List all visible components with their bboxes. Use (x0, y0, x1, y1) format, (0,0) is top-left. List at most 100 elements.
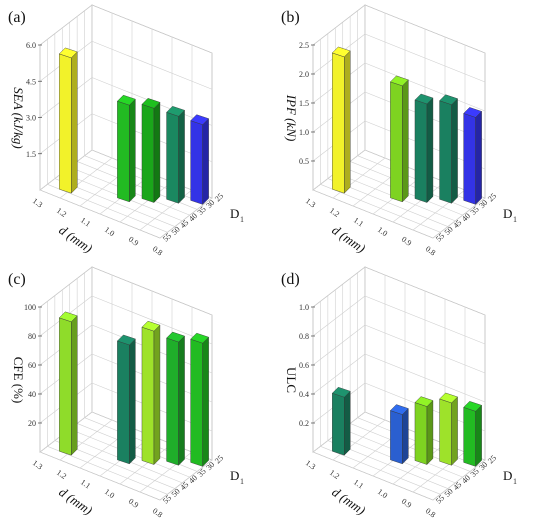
x-gridline-floor (392, 443, 446, 485)
bar-front-face (439, 398, 452, 466)
z-tick-label: 60 (28, 361, 36, 370)
bar-front-face (463, 113, 476, 205)
x-tick-label: 1.0 (376, 487, 389, 500)
z-tick-label: 3.0 (26, 114, 36, 123)
bar-side-face (475, 404, 482, 467)
z-gridline-left (312, 353, 366, 395)
x-tick-label: 1.2 (328, 468, 341, 481)
bar-3 (414, 93, 434, 204)
x-axis-title: d (mm) (329, 484, 368, 518)
z-tick-label: 80 (28, 332, 36, 341)
panel-label: (c) (8, 271, 26, 288)
z-tick-label: 1.5 (26, 150, 36, 159)
bar-4 (166, 331, 185, 466)
bar-front-face (439, 100, 452, 204)
bar-2 (389, 75, 409, 203)
x-gridline-floor (159, 197, 213, 239)
bar-2 (389, 404, 409, 465)
z-tick-label: 0.8 (299, 332, 309, 341)
bar-front-face (463, 407, 476, 467)
depth-axis-title: D (503, 206, 512, 221)
x-tick-label: 0.9 (127, 497, 140, 510)
bar-4 (439, 94, 458, 204)
depth-tick-label: 25 (486, 453, 498, 465)
depth-tick-label: 25 (213, 453, 225, 465)
bar-side-face (71, 315, 78, 456)
depth-gridline-floor (47, 446, 168, 495)
bar-front-face (117, 340, 130, 465)
x-tick-label: 0.9 (400, 497, 413, 510)
panel-label: (a) (8, 9, 26, 26)
bar-top-face (141, 320, 161, 332)
x-tick-label: 1.1 (352, 215, 365, 228)
bar-side-face (451, 396, 458, 466)
x-gridline-floor (119, 443, 173, 485)
bar-side-face (178, 109, 185, 204)
depth-axis-title-subscript: 1 (513, 215, 517, 224)
bar-side-face (153, 101, 161, 204)
z-tick-label: 1.0 (299, 128, 309, 137)
x-tick-label: 1.1 (79, 477, 92, 490)
bar-top-face (463, 107, 483, 118)
bar-top-face (439, 94, 458, 105)
bar-side-face (402, 79, 409, 203)
x-tick-label: 0.8 (151, 244, 164, 257)
x-tick-label: 1.3 (304, 458, 317, 471)
bar-side-face (129, 338, 136, 465)
x-axis-title: d (mm) (56, 484, 95, 518)
bar-front-face (141, 104, 155, 203)
bar-side-face (153, 324, 161, 466)
y-axis-title: ULC (284, 367, 299, 393)
x-tick-label: 0.8 (151, 506, 164, 519)
x-tick-label: 1.0 (103, 487, 116, 500)
z-tick-label: 0.2 (299, 419, 309, 428)
bar-front-face (59, 317, 72, 456)
z-gridline-left (312, 4, 366, 46)
chart-panel-4: 0.2 0.4 0.6 0.8 1.0 1.3 1.2 1.1 1.0 0.9 0.8 d (mm) 2… (281, 266, 517, 519)
bar-top-face (439, 392, 458, 404)
z-tick-label: 1.5 (299, 99, 309, 108)
bar-side-face (129, 98, 136, 203)
bar-top-face (116, 334, 136, 346)
x-tick-label: 0.9 (400, 235, 413, 248)
depth-axis-title: D (230, 468, 239, 483)
depth-gridline-floor (312, 451, 434, 501)
bar-front-face (59, 53, 72, 194)
z-tick-label: 100 (24, 303, 36, 312)
depth-axis-title-subscript: 1 (240, 215, 244, 224)
bar-5 (190, 114, 210, 205)
bar-5 (190, 332, 210, 467)
z-tick-label: 40 (28, 390, 36, 399)
x-tick-label: 0.8 (424, 506, 437, 519)
x-tick-label: 1.1 (79, 215, 92, 228)
z-tick-label: 0.6 (299, 361, 309, 370)
bar-side-face (71, 51, 78, 194)
bar-front-face (414, 99, 428, 203)
bar-side-face (402, 408, 409, 465)
x-tick-label: 1.2 (328, 206, 341, 219)
depth-gridline-floor (312, 189, 434, 239)
y-axis-title: SEA (kJ/kg) (11, 87, 26, 148)
x-tick-label: 1.2 (55, 468, 68, 481)
x-axis-title: d (mm) (329, 222, 368, 256)
bar-front-face (117, 100, 130, 203)
bar-side-face (451, 98, 458, 204)
x-gridline-floor (119, 181, 173, 223)
x-tick-label: 1.2 (55, 206, 68, 219)
x-tick-label: 1.0 (103, 225, 116, 238)
depth-axis-title-subscript: 1 (513, 477, 517, 486)
bar-top-face (414, 93, 434, 105)
bar-top-face (141, 98, 161, 109)
bar-top-face (190, 332, 210, 344)
depth-gridline-floor (39, 451, 161, 501)
bar-front-face (332, 392, 345, 456)
depth-axis-title: D (503, 468, 512, 483)
x-tick-label: 1.3 (31, 458, 44, 471)
bar-top-face (414, 396, 434, 407)
bar-front-face (141, 326, 155, 465)
panel-label: (b) (281, 9, 300, 26)
z-tick-label: 2.5 (299, 41, 309, 50)
bar-4 (166, 106, 185, 204)
